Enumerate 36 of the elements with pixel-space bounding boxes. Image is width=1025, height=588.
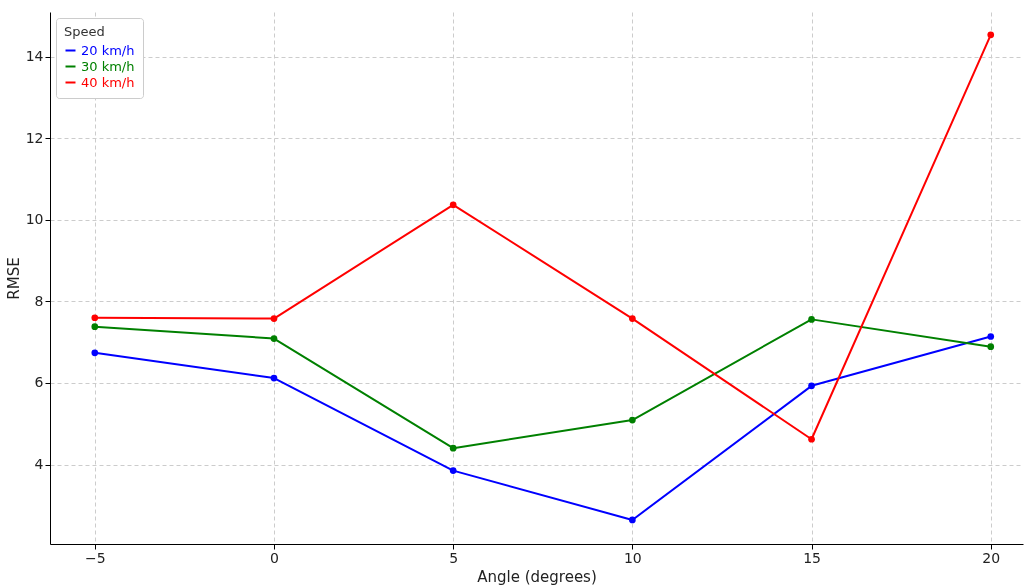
point bbox=[91, 314, 99, 322]
point bbox=[270, 374, 278, 382]
x-tick-label: −5 bbox=[84, 549, 106, 566]
y-axis-title: RMSE bbox=[4, 257, 23, 300]
point bbox=[449, 444, 457, 452]
legend-title: Speed bbox=[64, 24, 105, 39]
x-tick-label: 20 bbox=[982, 549, 1001, 566]
x-tick-label: 15 bbox=[803, 549, 821, 566]
x-tick-label: 5 bbox=[449, 549, 459, 566]
point bbox=[808, 316, 815, 323]
y-tick-label: 12 bbox=[25, 129, 44, 146]
x-tick-label: 10 bbox=[623, 549, 642, 566]
point bbox=[91, 349, 99, 357]
y-tick-label: 4 bbox=[34, 456, 44, 473]
y-tick-label: 8 bbox=[34, 292, 44, 309]
point bbox=[629, 416, 636, 424]
legend-label: 40 km/h bbox=[81, 74, 135, 90]
point bbox=[987, 333, 995, 340]
legend-label: 20 km/h bbox=[81, 42, 135, 58]
point bbox=[987, 343, 995, 351]
y-tick-label: 10 bbox=[25, 211, 44, 228]
point bbox=[270, 335, 278, 342]
y-tick-label: 14 bbox=[25, 48, 44, 65]
point bbox=[808, 435, 815, 443]
point bbox=[987, 31, 995, 39]
y-tick-label: 6 bbox=[34, 374, 44, 391]
point bbox=[808, 382, 815, 390]
point bbox=[449, 201, 457, 209]
x-tick-label: 0 bbox=[270, 549, 279, 566]
point bbox=[449, 467, 457, 474]
point bbox=[270, 315, 278, 322]
x-axis-title: Angle (degrees) bbox=[477, 567, 597, 586]
point bbox=[629, 315, 636, 322]
point bbox=[629, 516, 636, 524]
legend-label: 30 km/h bbox=[81, 58, 135, 74]
point bbox=[91, 323, 99, 331]
